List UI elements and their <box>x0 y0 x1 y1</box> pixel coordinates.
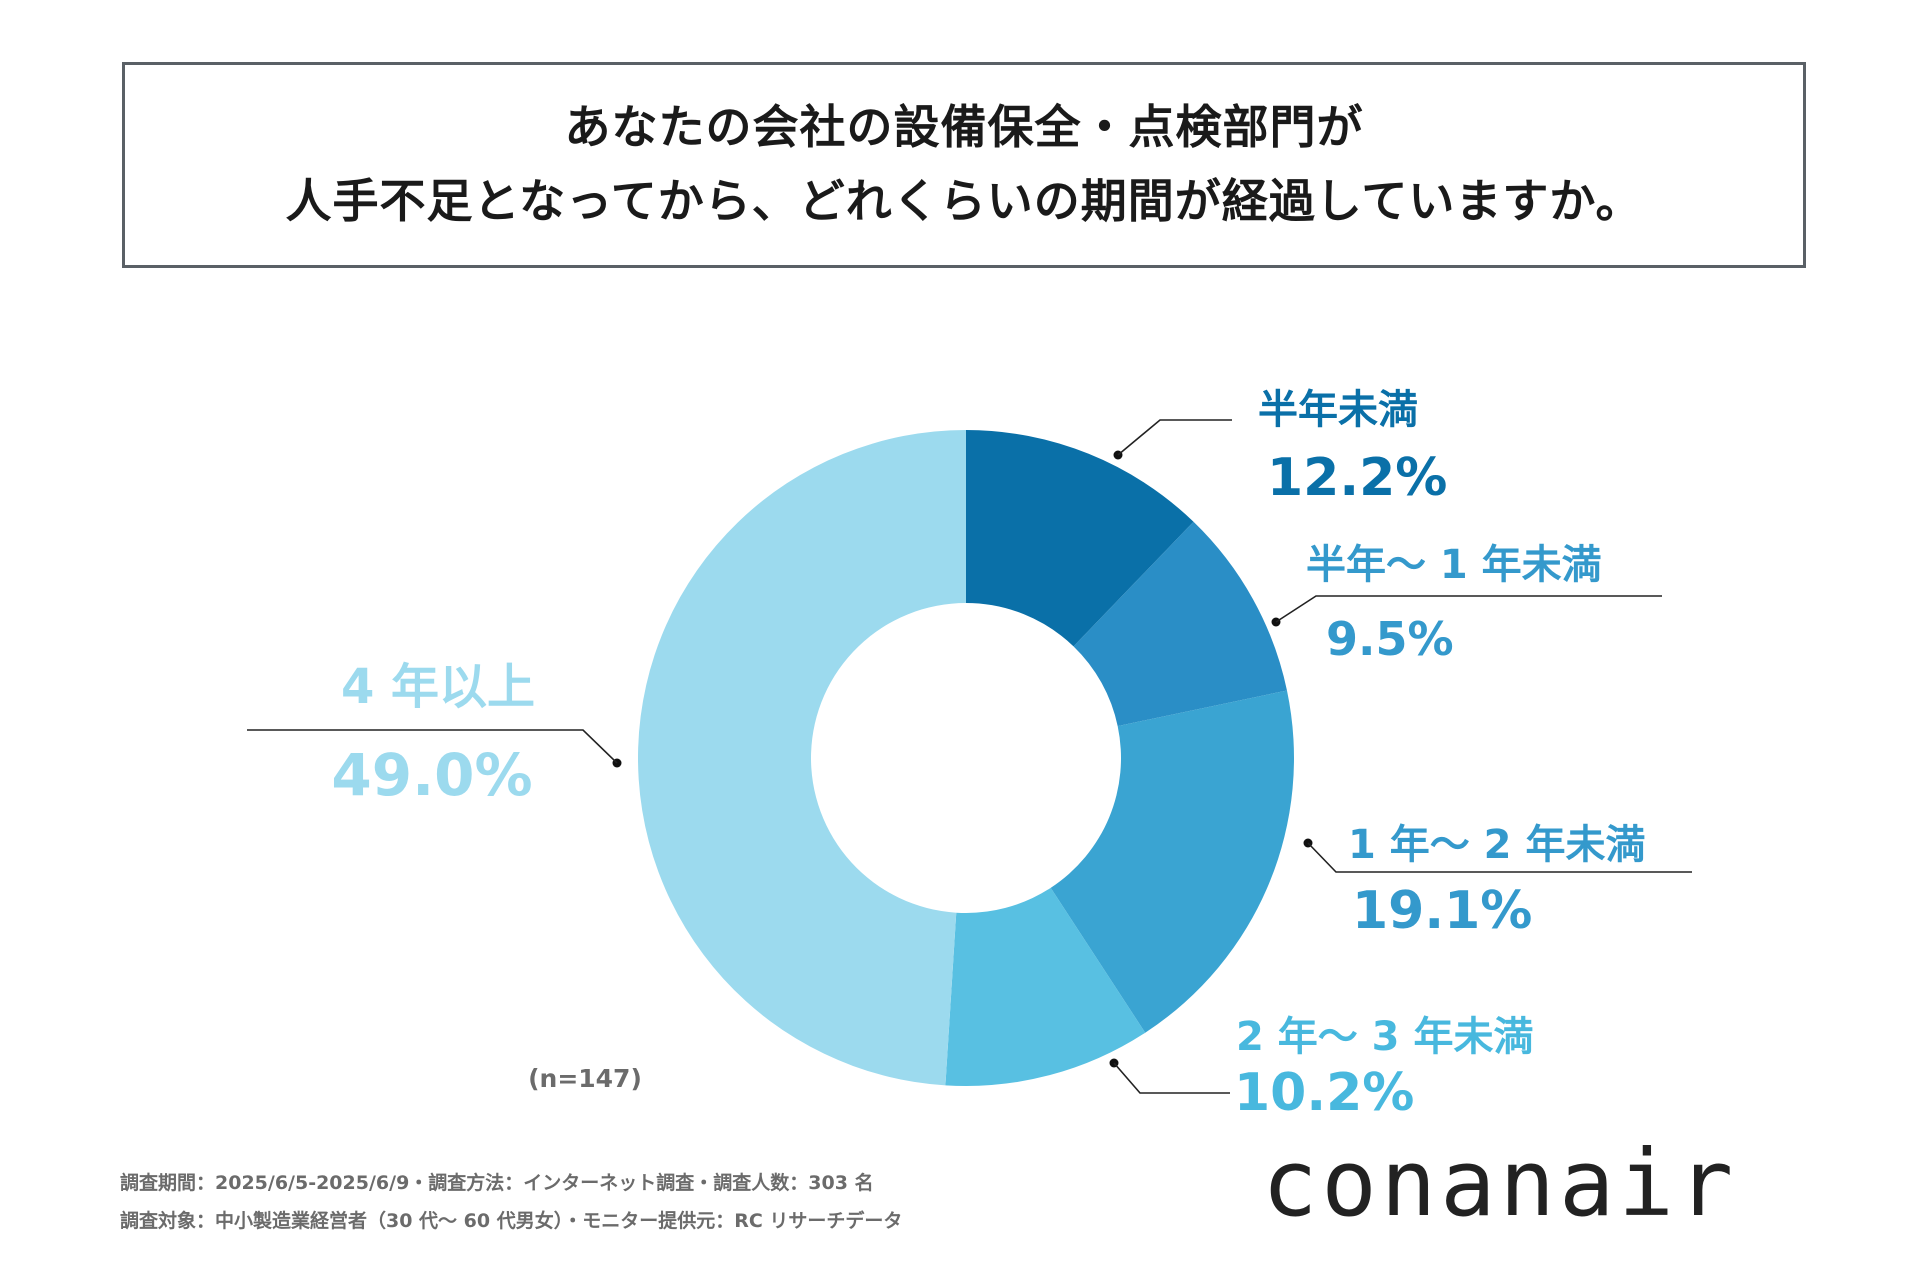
slice-label-2: 1 年～ 2 年未満 <box>1348 822 1645 868</box>
leader-line-2 <box>1307 842 1692 873</box>
slice-label-1: 半年～ 1 年未満 <box>1306 542 1602 588</box>
slice-value-0: 12.2% <box>1267 448 1447 508</box>
title-line-2: 人手不足となってから、どれくらいの期間が経過していますか。 <box>285 174 1643 228</box>
donut-slice-2 <box>1050 690 1295 1033</box>
donut-slice-1 <box>1073 521 1287 727</box>
survey-footnote-2: 調査対象：中小製造業経営者（30 代～ 60 代男女）・モニター提供元：RC リ… <box>120 1210 903 1232</box>
title-box: あなたの会社の設備保全・点検部門が 人手不足となってから、どれくらいの期間が経過… <box>122 62 1806 268</box>
leader-line-0 <box>1117 419 1232 456</box>
donut-slice-4 <box>638 430 966 1086</box>
slice-label-4: 4 年以上 <box>341 659 535 715</box>
slice-label-0: 半年未満 <box>1258 387 1418 433</box>
slice-label-3: 2 年～ 3 年未満 <box>1236 1014 1533 1060</box>
slice-value-2: 19.1% <box>1352 881 1532 941</box>
donut-slice-0 <box>966 430 1194 647</box>
brand-logo: conanair <box>1262 1130 1738 1237</box>
leader-line-4 <box>247 729 618 764</box>
leader-line-3 <box>1113 1062 1230 1094</box>
leader-line-1 <box>1275 595 1662 623</box>
donut-slice-3 <box>945 887 1146 1086</box>
title-line-1: あなたの会社の設備保全・点検部門が <box>564 100 1364 155</box>
sample-size-label: (n=147) <box>528 1064 642 1093</box>
slice-value-4: 49.0% <box>331 741 532 809</box>
survey-footnote-1: 調査期間：2025/6/5-2025/6/9・調査方法：インターネット調査・調査… <box>120 1172 874 1194</box>
slice-value-3: 10.2% <box>1234 1063 1414 1123</box>
slice-value-1: 9.5% <box>1326 612 1454 666</box>
